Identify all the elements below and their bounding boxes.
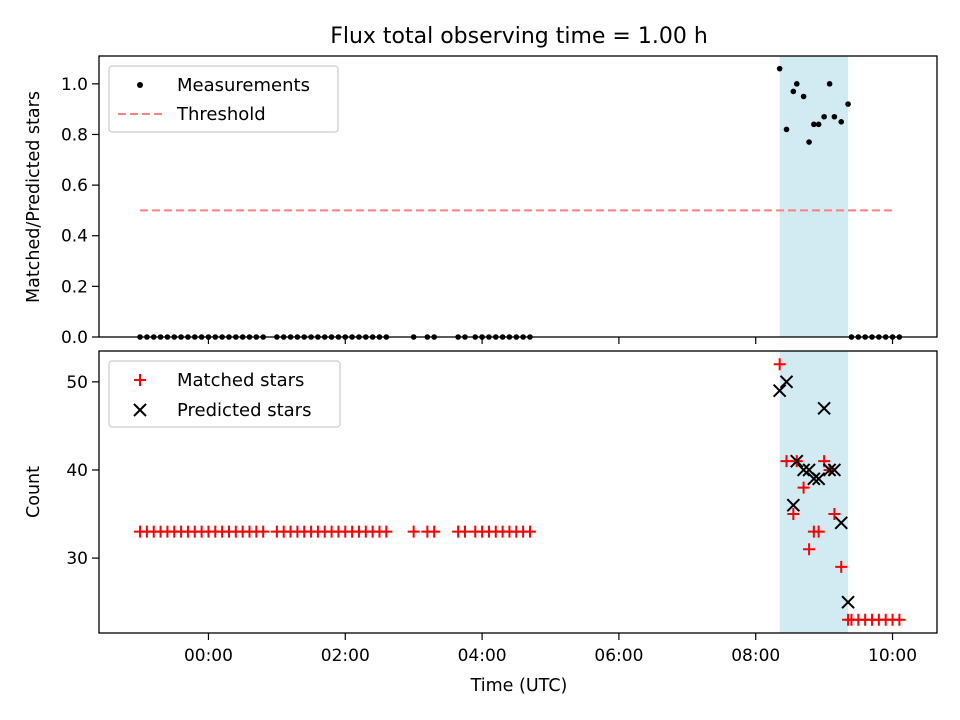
matched-star-marker (257, 525, 270, 538)
measurement-point (790, 88, 797, 95)
predicted-star-marker (779, 375, 794, 389)
predicted-star-marker (822, 463, 837, 477)
top-ytick-label: 1.0 (61, 75, 88, 95)
bottom-legend-box (108, 360, 341, 428)
top-ytick-label: 0.4 (61, 227, 88, 247)
predicted-star-marker (772, 383, 787, 398)
bottom-ylabel: Count (24, 466, 44, 518)
matched-star-marker (893, 613, 906, 626)
bottom-marks (134, 358, 906, 626)
predicted-star-marker (841, 595, 855, 609)
top-plot-frame (98, 55, 938, 338)
legend-matched-label: Matched stars (177, 370, 304, 391)
predicted-star-marker (786, 498, 801, 512)
bottom-ytick-label: 50 (66, 373, 88, 393)
top-highlight-span (779, 56, 849, 337)
measurement-point (800, 93, 807, 100)
predicted-star-marker (811, 472, 826, 486)
measurement-point (831, 113, 838, 120)
top-ytick-label: 0.8 (61, 125, 88, 145)
legend-matched-plus (134, 374, 146, 386)
top-legend-box (108, 65, 339, 133)
matched-star-marker (797, 481, 810, 494)
predicted-star-marker (817, 401, 831, 415)
measurement-point (838, 119, 845, 125)
legend-measurements-label: Measurements (177, 75, 310, 96)
bottom-plot-frame (98, 350, 938, 634)
bottom-highlight-span (779, 351, 849, 633)
matched-star-marker (780, 455, 793, 468)
figure-title: Flux total observing time = 1.00 h (330, 24, 708, 49)
top-ytick-label: 0.6 (61, 176, 88, 196)
matched-star-marker (803, 543, 816, 556)
matched-star-marker (380, 525, 393, 538)
top-xticks (207, 337, 894, 344)
predicted-star-marker (790, 454, 804, 468)
top-ytick-label: 0.2 (61, 277, 88, 297)
measurement-point (821, 113, 827, 120)
measurement-point (793, 81, 800, 87)
bottom-panel: 30 40 50 00:00 02:00 04:00 06:00 08:00 10:00 Co… (24, 350, 938, 696)
matched-star-marker (407, 525, 420, 538)
bottom-yticks: 30 40 50 (66, 373, 99, 569)
measurement-point (783, 126, 790, 133)
measurement-point (776, 65, 783, 72)
bottom-ytick-label: 40 (66, 461, 88, 481)
bottom-xtick-label: 10:00 (868, 646, 917, 666)
matched-star-marker (773, 358, 786, 371)
matched-star-marker (428, 525, 441, 538)
measurement-point (806, 139, 812, 145)
predicted-star-marker (834, 516, 848, 530)
bottom-xlabel: Time (UTC) (470, 676, 568, 696)
matched-star-marker (523, 525, 536, 538)
predicted-star-marker (827, 463, 842, 477)
top-ytick-label: 0.0 (61, 328, 88, 348)
bottom-xtick-label: 08:00 (731, 646, 780, 666)
matched-star-marker (458, 525, 471, 538)
bottom-legend: Matched stars Predicted stars (108, 360, 341, 428)
bottom-xticks: 00:00 02:00 04:00 06:00 08:00 10:00 (184, 633, 917, 666)
top-panel: 0.0 0.2 0.4 0.6 0.8 1.0 Matched/Predicted sta… (24, 55, 938, 348)
legend-threshold-label: Threshold (176, 104, 266, 125)
measurement-point (845, 101, 851, 107)
legend-predicted-x (133, 403, 147, 417)
measurement-point (815, 121, 822, 128)
measurement-point (826, 81, 833, 87)
top-yticks: 0.0 0.2 0.4 0.6 0.8 1.0 (61, 75, 99, 348)
matched-star-marker (812, 525, 825, 538)
measurement-point (811, 121, 817, 128)
matched-star-marker (828, 508, 841, 521)
top-legend: Measurements Threshold (108, 65, 339, 133)
top-ylabel: Matched/Predicted stars (24, 91, 44, 303)
legend-predicted-label: Predicted stars (177, 400, 311, 421)
bottom-xtick-label: 04:00 (458, 646, 507, 666)
bottom-xtick-label: 02:00 (321, 646, 370, 666)
bottom-xtick-label: 00:00 (184, 646, 233, 666)
legend-measurement-dot (137, 82, 143, 88)
predicted-star-marker (796, 463, 811, 477)
bottom-ytick-label: 30 (66, 549, 88, 569)
bottom-xtick-label: 06:00 (594, 646, 643, 666)
matched-star-marker (787, 508, 800, 521)
predicted-star-marker (807, 472, 821, 486)
matched-star-marker (835, 560, 848, 573)
